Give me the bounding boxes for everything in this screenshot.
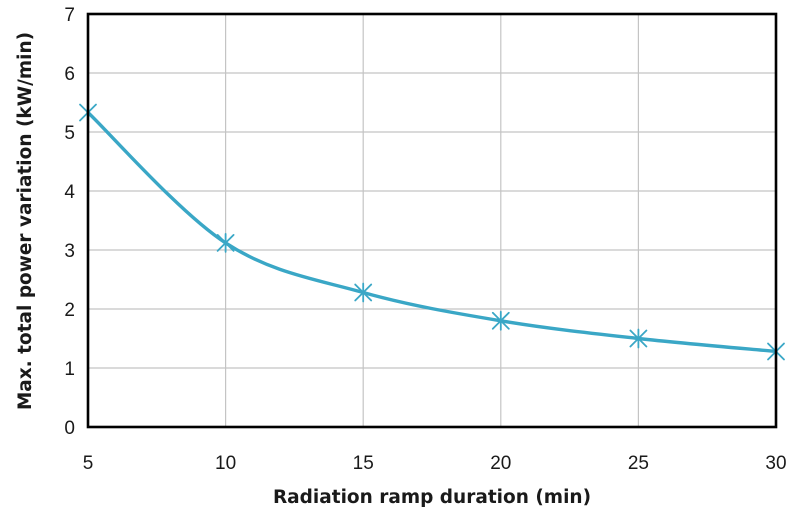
y-tick-labels: 0 1 2 3 4 5 6 7	[64, 5, 75, 439]
data-point-marker	[354, 282, 373, 303]
y-tick-label: 4	[64, 182, 75, 203]
data-point-marker	[216, 233, 235, 253]
y-tick-label: 0	[64, 418, 75, 439]
gridlines	[87, 13, 777, 428]
y-tick-label: 2	[64, 300, 75, 321]
y-tick-label: 6	[64, 64, 75, 85]
x-tick-label: 30	[765, 453, 786, 474]
x-tick-labels: 5 10 15 20 25 30	[83, 453, 787, 474]
x-tick-label: 25	[628, 453, 649, 474]
y-tick-label: 1	[64, 359, 75, 380]
x-tick-label: 20	[490, 453, 511, 474]
x-tick-label: 5	[83, 453, 94, 474]
x-tick-label: 10	[215, 453, 236, 474]
y-axis-title: Max. total power variation (kW/min)	[15, 32, 36, 410]
x-tick-label: 15	[353, 453, 374, 474]
y-tick-label: 7	[64, 5, 75, 26]
data-point-marker	[629, 328, 648, 349]
y-tick-label: 3	[64, 241, 75, 262]
y-tick-label: 5	[64, 123, 75, 144]
x-axis-title: Radiation ramp duration (min)	[273, 487, 591, 508]
data-point-marker	[491, 310, 510, 331]
plot-frame	[86, 12, 778, 429]
data-series	[79, 102, 785, 362]
series-line	[86, 110, 778, 354]
